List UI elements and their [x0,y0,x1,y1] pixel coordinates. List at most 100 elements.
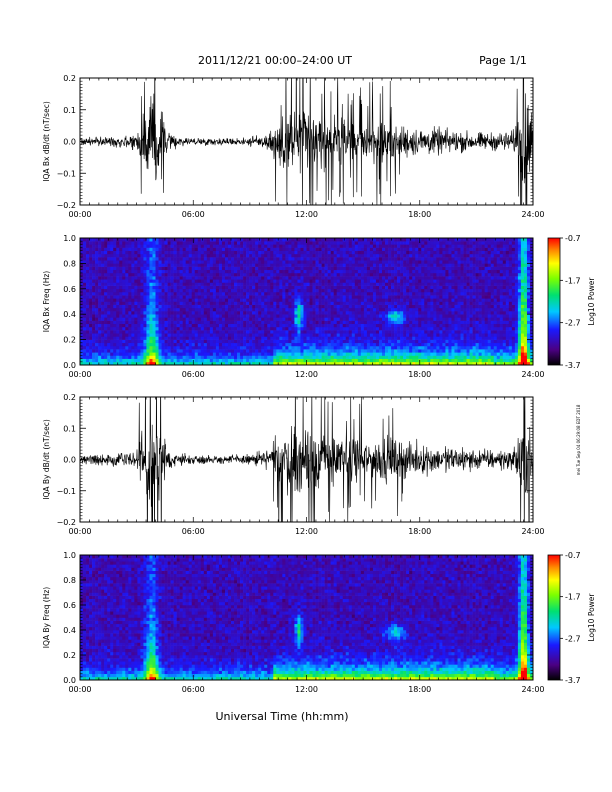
spectrogram-cell [234,247,238,251]
spectrogram-cell [212,323,217,328]
spectrogram-cell [249,326,253,331]
spectrogram-cell [430,269,434,274]
spectrogram-cell [375,291,380,296]
spectrogram-cell [297,269,301,274]
spectrogram-cell [206,323,211,328]
spectrogram-cell [234,333,238,337]
spectrogram-cell [339,291,344,296]
spectrogram-cell [324,269,328,274]
spectrogram-cell [182,342,186,347]
spectrogram-cell [297,358,301,363]
spectrogram-cell [218,317,223,321]
spectrogram-cell [436,304,440,309]
spectrogram-cell [342,314,347,318]
spectrogram-cell [430,244,434,248]
spectrogram-cell [339,285,344,290]
spectrogram-cell [264,263,268,267]
spectrogram-cell [406,279,410,283]
spectrogram-cell [406,276,410,280]
spectrogram-cell [273,279,277,283]
spectrogram-cell [378,260,383,264]
spectrogram-cell [315,288,319,293]
spectrogram-cell [107,285,111,290]
spectrogram-cell [125,263,129,267]
spectrogram-cell [170,355,174,359]
spectrogram-cell [122,352,126,356]
spectrogram-cell [421,276,425,280]
spectrogram-cell [92,311,96,315]
spectrogram-cell [433,269,437,274]
spectrogram-cell [403,298,407,302]
spectrogram-cell [375,355,380,359]
spectrogram-cell [113,250,117,255]
spectrogram-cell [412,241,416,245]
spectrogram-cell [182,244,186,248]
spectrogram-cell [403,291,407,296]
spectrogram-cell [436,349,440,353]
spectrogram-cell [128,247,132,251]
spectrogram-cell [264,257,268,261]
spectrogram-cell [249,272,253,277]
spectrogram-cell [291,330,295,334]
spectrogram-cell [92,301,96,305]
spectrogram-cell [363,304,368,309]
spectrogram-cell [227,279,232,283]
spectrogram-cell [200,266,205,271]
spectrogram-cell [119,288,123,293]
spectrogram-cell [240,295,244,299]
spectrogram-cell [98,285,102,290]
spectrogram-cell [369,282,374,286]
spectrogram-cell [261,342,265,347]
spectrogram-cell [333,342,337,347]
spectrogram-cell [101,304,105,309]
spectrogram-cell [418,320,422,325]
spectrogram-cell [382,238,386,242]
spectrogram-cell [104,345,108,350]
spectrogram-cell [342,352,347,356]
spectrogram-cell [288,298,292,302]
spectrogram-cell [279,320,283,325]
spectrogram-cell [264,295,268,299]
spectrogram-cell [300,295,304,299]
spectrogram-cell [209,320,214,325]
spectrogram-cell [164,333,168,337]
spectrogram-cell [122,349,126,353]
spectrogram-cell [415,314,419,318]
spectrogram-cell [421,285,425,290]
spectrogram-cell [421,238,425,242]
spectrogram-cell [173,260,177,264]
spectrogram-cell [315,266,319,271]
spectrogram-cell [98,361,102,366]
spectrogram-cell [179,238,183,242]
spectrogram-cell [388,342,392,347]
spectrogram-cell [185,311,190,315]
spectrogram-cell [258,349,262,353]
spectrogram-cell [119,361,123,366]
spectrogram-cell [140,241,144,245]
spectrogram-cell [119,317,123,321]
spectrogram-cell [128,279,132,283]
spectrogram-cell [378,304,383,309]
spectrogram-cell [342,257,347,261]
spectrogram-cell [194,266,199,271]
spectrogram-cell [152,323,156,328]
spectrogram-cell [318,304,322,309]
spectrogram-cell [197,342,202,347]
spectrogram-cell [333,295,337,299]
spectrogram-cell [173,266,177,271]
spectrogram-cell [188,330,193,334]
spectrogram-cell [406,250,410,255]
spectrogram-cell [143,320,147,325]
spectrogram-cell [92,355,96,359]
spectrogram-cell [391,291,395,296]
spectrogram-cell [339,298,344,302]
spectrogram-cell [240,263,244,267]
spectrogram-cell [394,272,398,277]
spectrogram-cell [200,336,205,340]
spectrogram-cell [113,301,117,305]
spectrogram-cell [318,285,322,290]
spectrogram-cell [270,361,274,366]
spectrogram-cell [318,339,322,344]
spectrogram-cell [366,272,371,277]
spectrogram-cell [324,244,328,248]
